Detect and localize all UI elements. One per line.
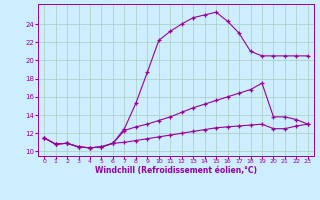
X-axis label: Windchill (Refroidissement éolien,°C): Windchill (Refroidissement éolien,°C) xyxy=(95,166,257,175)
